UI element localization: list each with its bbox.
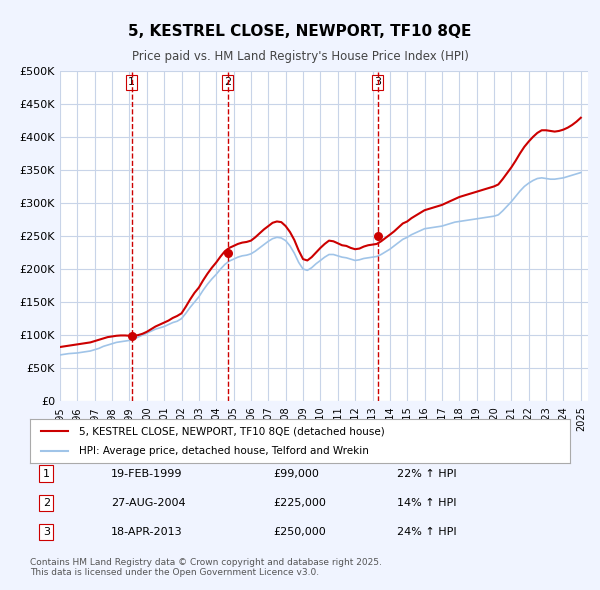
Text: HPI: Average price, detached house, Telford and Wrekin: HPI: Average price, detached house, Telf… [79, 446, 368, 455]
Text: £99,000: £99,000 [273, 469, 319, 479]
Text: Contains HM Land Registry data © Crown copyright and database right 2025.
This d: Contains HM Land Registry data © Crown c… [30, 558, 382, 577]
Text: 5, KESTREL CLOSE, NEWPORT, TF10 8QE: 5, KESTREL CLOSE, NEWPORT, TF10 8QE [128, 24, 472, 38]
Text: Price paid vs. HM Land Registry's House Price Index (HPI): Price paid vs. HM Land Registry's House … [131, 50, 469, 63]
Text: 5, KESTREL CLOSE, NEWPORT, TF10 8QE (detached house): 5, KESTREL CLOSE, NEWPORT, TF10 8QE (det… [79, 427, 385, 436]
Text: 18-APR-2013: 18-APR-2013 [111, 527, 182, 537]
Point [223, 248, 232, 257]
Text: £250,000: £250,000 [273, 527, 326, 537]
Text: 2: 2 [43, 498, 50, 508]
Text: 24% ↑ HPI: 24% ↑ HPI [397, 527, 457, 537]
Text: £225,000: £225,000 [273, 498, 326, 508]
Text: 14% ↑ HPI: 14% ↑ HPI [397, 498, 457, 508]
Text: 22% ↑ HPI: 22% ↑ HPI [397, 469, 457, 479]
Text: 19-FEB-1999: 19-FEB-1999 [111, 469, 182, 479]
Text: 2: 2 [224, 77, 231, 87]
Text: 27-AUG-2004: 27-AUG-2004 [111, 498, 185, 508]
Point [373, 231, 382, 241]
Text: 1: 1 [43, 469, 50, 479]
Text: 1: 1 [128, 77, 135, 87]
Point [127, 331, 137, 340]
Text: 3: 3 [43, 527, 50, 537]
Text: 3: 3 [374, 77, 381, 87]
